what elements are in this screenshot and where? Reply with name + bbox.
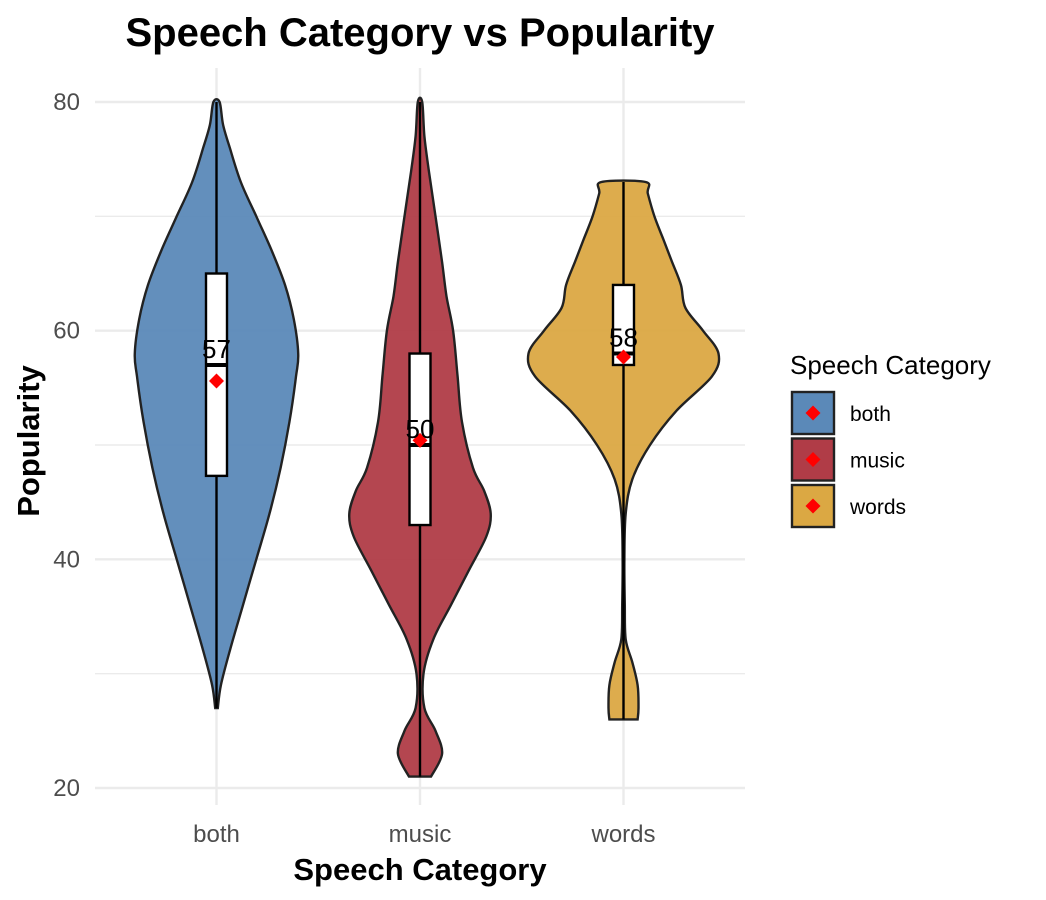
legend-item-both: both — [790, 390, 891, 436]
violin-group-words: 58 — [526, 179, 721, 721]
y-tick-label: 80 — [53, 89, 80, 116]
x-axis-ticks: both music words — [193, 821, 655, 848]
legend-item-words: words — [790, 483, 906, 529]
chart-title: Speech Category vs Popularity — [125, 11, 715, 55]
violin-group-music: 50 — [348, 96, 492, 778]
legend-title: Speech Category — [790, 350, 991, 380]
legend-label: words — [849, 496, 906, 519]
legend-item-music: music — [790, 437, 905, 482]
y-tick-label: 40 — [53, 546, 80, 573]
y-tick-label: 60 — [53, 318, 80, 345]
y-axis-ticks: 20 40 60 80 — [53, 89, 80, 802]
x-tick-label: both — [193, 821, 240, 848]
median-label-music: 50 — [406, 414, 435, 444]
x-tick-label: words — [590, 821, 655, 848]
legend-marker — [805, 498, 821, 514]
mean-marker-both — [209, 373, 224, 389]
legend-marker — [805, 452, 821, 467]
box-words — [611, 283, 636, 367]
violin-group-both: 57 — [133, 97, 300, 710]
x-axis-title: Speech Category — [293, 852, 547, 887]
mean-marker-music — [412, 432, 428, 448]
median-label-words: 58 — [609, 323, 638, 353]
legend-swatch — [790, 483, 836, 529]
mean-marker-words — [616, 349, 631, 365]
x-tick-label: music — [389, 821, 452, 848]
median-label-both: 57 — [202, 334, 231, 364]
legend-label: both — [850, 403, 891, 426]
legend-marker — [805, 405, 821, 421]
y-tick-label: 20 — [53, 775, 80, 802]
legend-items: both music words — [790, 390, 906, 529]
y-axis-title: Popularity — [11, 364, 46, 516]
legend: Speech Category both music words — [790, 350, 991, 529]
violins: 57 50 58 — [133, 96, 721, 778]
legend-label: music — [850, 450, 905, 473]
